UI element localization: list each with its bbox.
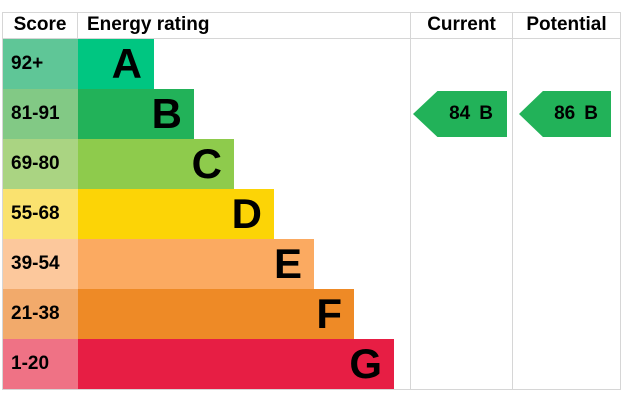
band-score-range: 39-54: [3, 239, 78, 289]
band-letter: G: [349, 340, 382, 387]
score-column-header: Score: [3, 13, 78, 38]
band-score-range: 81-91: [3, 89, 78, 139]
chart-body: 92+ A 81-91 B 69-80 C 55-68 D 39-54 E 21…: [3, 39, 620, 389]
band-row: 1-20 G: [3, 339, 410, 389]
band-score-range: 55-68: [3, 189, 78, 239]
band-bar: D: [78, 189, 274, 239]
band-letter: D: [231, 190, 262, 237]
band-bar: E: [78, 239, 314, 289]
band-letter: E: [273, 240, 302, 287]
potential-rating-arrow: 86 B: [519, 91, 611, 137]
band-bar: C: [78, 139, 234, 189]
current-rating-band: B: [479, 103, 493, 124]
band-score-range: 21-38: [3, 289, 78, 339]
band-row: 69-80 C: [3, 139, 410, 189]
band-letter: A: [111, 40, 142, 87]
potential-rating-value: 86: [554, 103, 576, 124]
band-letter: B: [151, 90, 182, 137]
band-row: 39-54 E: [3, 239, 410, 289]
current-column-header: Current: [410, 13, 512, 38]
current-column: 84 B: [410, 39, 512, 389]
potential-rating-band: B: [584, 103, 598, 124]
band-letter: F: [316, 290, 342, 337]
potential-column: 86 B: [512, 39, 620, 389]
current-rating-value: 84: [449, 103, 471, 124]
band-row: 92+ A: [3, 39, 410, 89]
epc-chart: Score Energy rating Current Potential 92…: [2, 12, 621, 390]
band-bar: G: [78, 339, 394, 389]
band-score-range: 69-80: [3, 139, 78, 189]
potential-column-header: Potential: [512, 13, 620, 38]
band-score-range: 1-20: [3, 339, 78, 389]
band-row: 55-68 D: [3, 189, 410, 239]
band-score-range: 92+: [3, 39, 78, 89]
band-letter: C: [191, 140, 222, 187]
band-row: 21-38 F: [3, 289, 410, 339]
band-bar: F: [78, 289, 354, 339]
header-row: Score Energy rating Current Potential: [3, 13, 620, 39]
energy-rating-column-header: Energy rating: [87, 14, 210, 35]
current-rating-arrow: 84 B: [413, 91, 507, 137]
bands-area: 92+ A 81-91 B 69-80 C 55-68 D 39-54 E 21…: [3, 39, 410, 389]
band-bar: A: [78, 39, 154, 89]
band-bar: B: [78, 89, 194, 139]
band-row: 81-91 B: [3, 89, 410, 139]
